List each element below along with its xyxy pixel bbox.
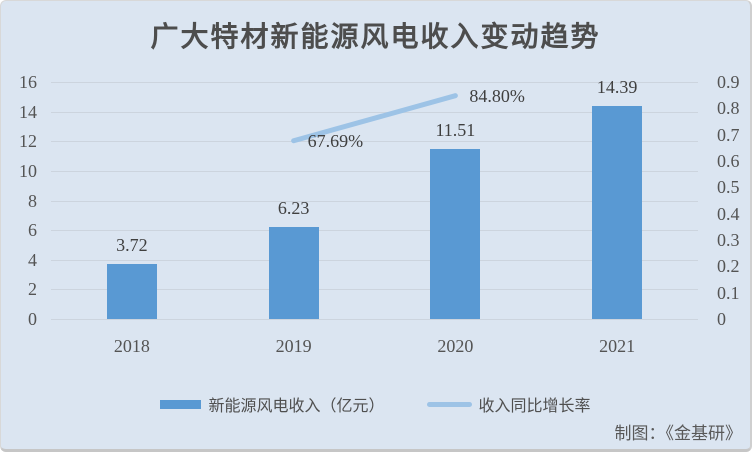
legend-label-growth: 收入同比增长率	[478, 398, 591, 415]
gridline	[51, 82, 698, 83]
credit-text: 制图：《金基研》	[614, 424, 743, 443]
gridline	[51, 230, 698, 232]
gridline	[51, 289, 698, 291]
left-axis-tick: 6	[28, 220, 37, 241]
gridline	[51, 200, 698, 202]
right-axis-tick: 0.3	[717, 230, 740, 250]
right-axis-tick: 0.4	[717, 203, 740, 224]
gridline	[51, 319, 698, 320]
legend-item-revenue: 新能源风电收入（亿元）	[160, 392, 385, 416]
x-axis-label-2021: 2021	[599, 336, 636, 356]
right-axis-tick: 0.1	[717, 282, 740, 303]
legend-item-growth: 收入同比增长率	[426, 392, 591, 416]
left-axis-tick: 16	[19, 72, 37, 92]
legend-label-revenue: 新能源风电收入（亿元）	[208, 398, 385, 415]
left-axis-tick: 4	[28, 249, 37, 270]
line-swatch-icon	[426, 401, 472, 407]
right-axis-tick: 0.7	[717, 124, 740, 145]
left-axis-tick: 8	[28, 190, 37, 211]
left-axis-tick: 10	[19, 160, 37, 181]
bar-2021	[592, 105, 643, 319]
line-value-label: 67.69%	[307, 130, 364, 151]
x-axis-label-2019: 2019	[275, 336, 312, 356]
bar-value-label: 14.39	[596, 76, 638, 97]
right-axis-tick: 0.6	[717, 151, 740, 171]
right-axis-tick: 0	[717, 309, 726, 329]
bar-value-label: 6.23	[277, 197, 310, 218]
legend: 新能源风电收入（亿元） 收入同比增长率	[1, 391, 750, 417]
bar-swatch-icon	[160, 399, 202, 409]
left-axis-tick: 2	[28, 279, 37, 300]
right-axis-tick: 0.8	[717, 98, 740, 119]
bar-2020	[430, 148, 481, 319]
gridline	[51, 259, 698, 261]
right-axis-tick: 0.5	[717, 177, 740, 198]
bar-value-label: 11.51	[435, 119, 476, 140]
x-axis-label-2018: 2018	[113, 336, 150, 356]
bar-2019	[268, 226, 319, 319]
line-value-label: 84.80%	[469, 85, 525, 106]
chart-title: 广大特材新能源风电收入变动趋势	[150, 22, 601, 53]
right-axis-tick: 0.2	[717, 256, 740, 277]
x-axis-label-2020: 2020	[437, 336, 474, 356]
left-axis-tick: 12	[19, 131, 37, 152]
left-axis-tick: 14	[19, 101, 37, 122]
bar-value-label: 3.72	[116, 234, 148, 255]
gridline	[51, 170, 698, 172]
left-axis-tick: 0	[28, 309, 37, 329]
right-axis-tick: 0.9	[717, 72, 740, 92]
bar-2018	[106, 263, 157, 319]
